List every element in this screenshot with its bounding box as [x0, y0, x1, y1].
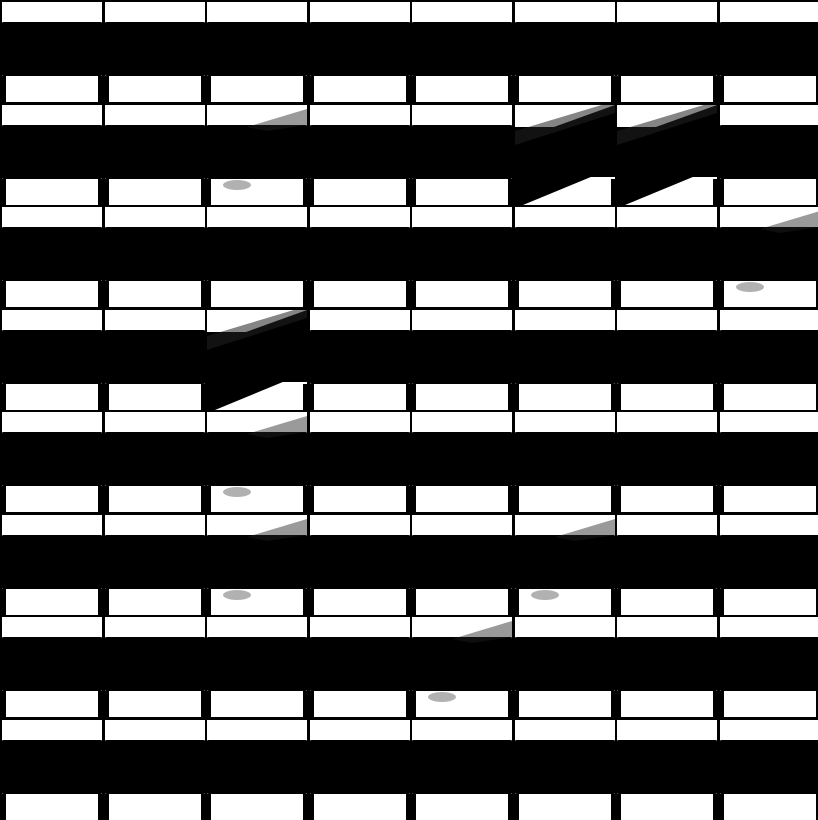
sample-tile: [207, 515, 307, 615]
sample-tile: [617, 207, 717, 307]
sample-tile: [515, 105, 615, 205]
sample-tile: [207, 720, 307, 820]
sample-tile: [207, 310, 307, 410]
sample-tile: [207, 207, 307, 307]
sample-tile: [412, 515, 512, 615]
sample-tile: [310, 2, 410, 102]
sample-tile: [105, 720, 205, 820]
sample-tile: [105, 617, 205, 717]
sample-tile: [515, 207, 615, 307]
sample-tile: [310, 105, 410, 205]
sample-tile: [2, 310, 102, 410]
sample-tile: [2, 2, 102, 102]
sample-tile: [720, 720, 818, 820]
sample-tile: [2, 720, 102, 820]
sample-tile: [617, 617, 717, 717]
sample-tile: [207, 2, 307, 102]
sample-tile: [412, 720, 512, 820]
sample-tile: [720, 617, 818, 717]
sample-tile: [617, 515, 717, 615]
sample-tile: [515, 515, 615, 615]
sample-tile: [412, 2, 512, 102]
sample-tile: [105, 2, 205, 102]
sample-tile: [720, 2, 818, 102]
sample-tile: [515, 720, 615, 820]
sample-tile: [617, 412, 717, 512]
sample-tile: [2, 207, 102, 307]
sample-tile: [720, 515, 818, 615]
sample-tile: [515, 617, 615, 717]
sample-tile: [310, 515, 410, 615]
sample-tile: [720, 105, 818, 205]
sample-tile: [105, 207, 205, 307]
sample-tile: [617, 105, 717, 205]
sample-tile: [515, 2, 615, 102]
sample-tile: [2, 515, 102, 615]
sample-tile: [310, 617, 410, 717]
sample-tile: [412, 207, 512, 307]
sample-tile: [720, 207, 818, 307]
sample-tile: [310, 412, 410, 512]
sample-tile: [105, 105, 205, 205]
sample-tile: [412, 310, 512, 410]
sample-tile: [412, 412, 512, 512]
sample-tile: [617, 310, 717, 410]
sample-tile: [310, 720, 410, 820]
sample-tile: [207, 617, 307, 717]
sample-tile: [207, 412, 307, 512]
sample-tile: [105, 412, 205, 512]
sample-tile: [412, 617, 512, 717]
sample-tile: [2, 412, 102, 512]
sample-tile: [515, 412, 615, 512]
sample-tile: [720, 412, 818, 512]
sample-tile: [2, 105, 102, 205]
sample-tile: [720, 310, 818, 410]
sample-tile: [105, 310, 205, 410]
sample-tile: [310, 207, 410, 307]
sample-tile: [515, 310, 615, 410]
sample-tile: [2, 617, 102, 717]
sample-tile: [207, 105, 307, 205]
sample-tile: [105, 515, 205, 615]
sample-tile: [412, 105, 512, 205]
sample-tile: [310, 310, 410, 410]
sample-tile: [617, 2, 717, 102]
sample-tile: [617, 720, 717, 820]
